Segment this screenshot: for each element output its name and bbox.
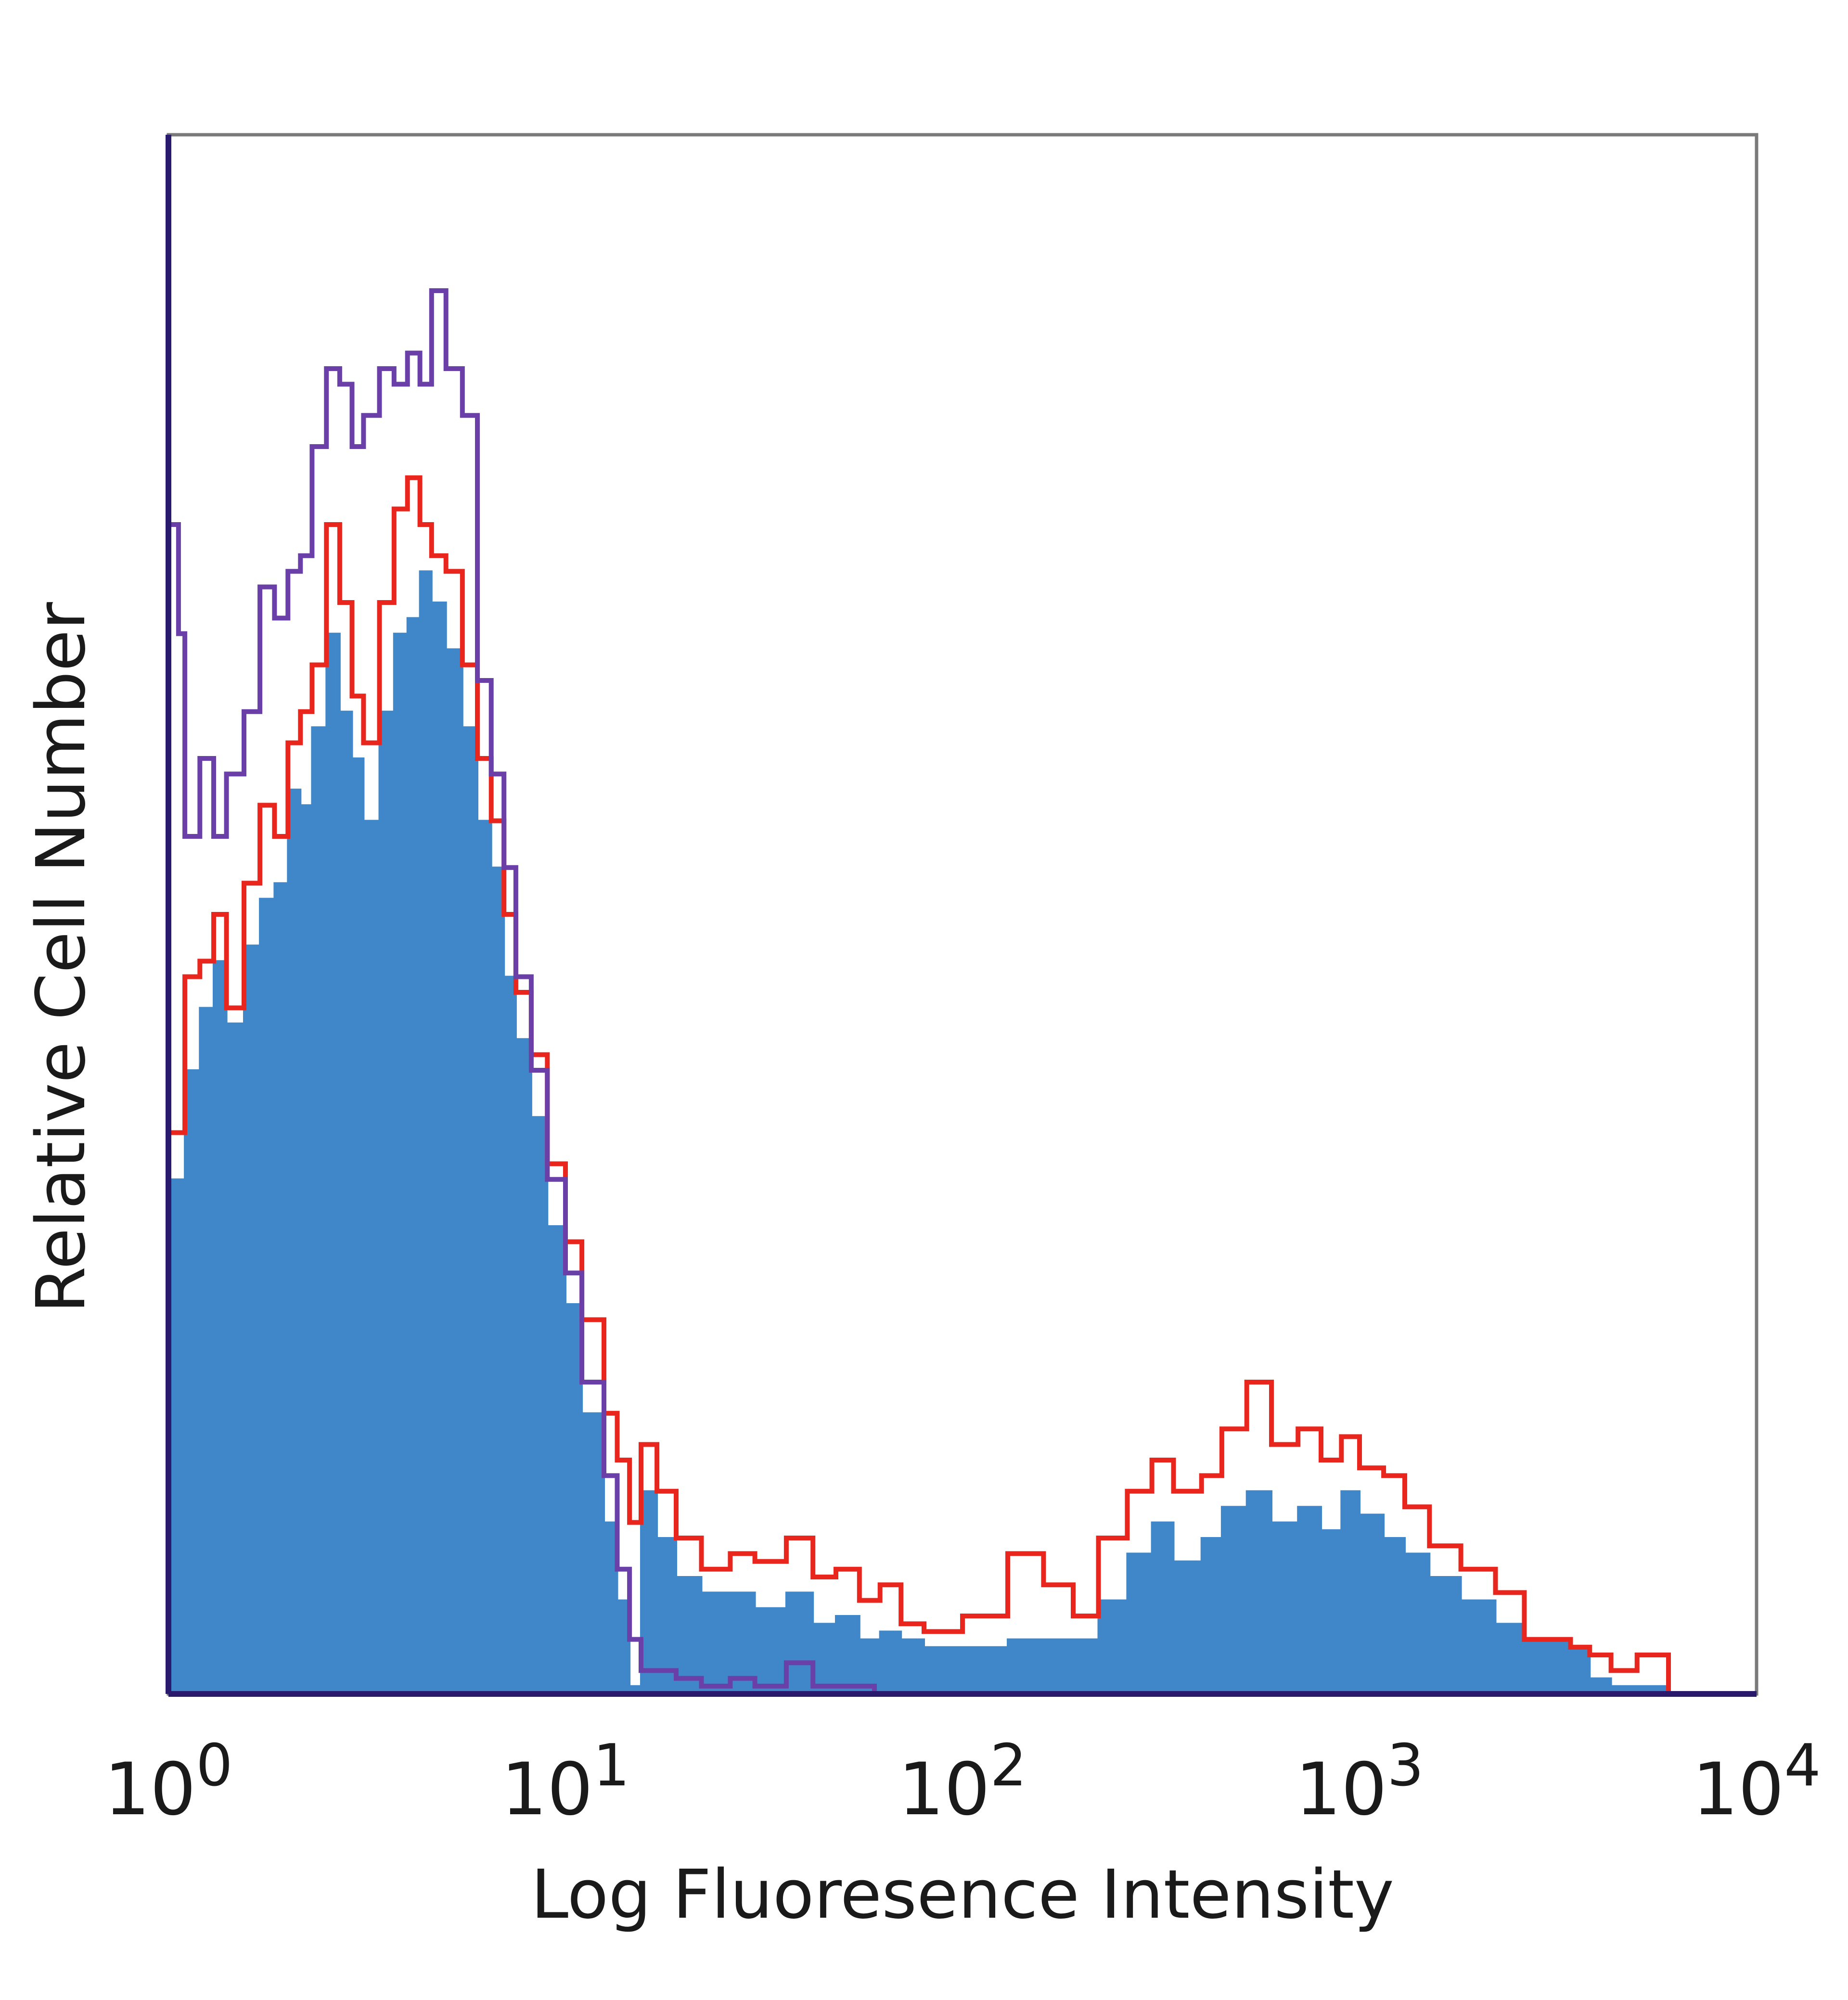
- histogram-series-outline-1: [168, 475, 1757, 1696]
- y-axis-title: Relative Cell Number: [22, 602, 101, 1313]
- x-tick-exponent-4: 4: [1784, 1732, 1821, 1799]
- x-tick-base-4: 10: [1692, 1748, 1784, 1832]
- series-layer: [167, 288, 1757, 1696]
- x-tick-label-4: 104: [1692, 1732, 1821, 1832]
- x-tick-label-1: 101: [501, 1732, 629, 1832]
- x-tick-label-0: 100: [104, 1732, 232, 1832]
- x-tick-exponent-0: 0: [196, 1732, 232, 1799]
- x-tick-labels: 100 101 102 103 104: [104, 1732, 1821, 1832]
- histogram-series-outline-2: [168, 288, 1757, 1696]
- x-tick-exponent-1: 1: [593, 1732, 629, 1799]
- x-tick-label-2: 102: [898, 1732, 1027, 1832]
- x-tick-label-3: 103: [1295, 1732, 1424, 1832]
- x-tick-base-2: 10: [898, 1748, 990, 1832]
- x-tick-base-3: 10: [1295, 1748, 1387, 1832]
- x-axis-title: Log Fluoresence Intensity: [531, 1856, 1394, 1934]
- x-tick-base-0: 10: [104, 1748, 196, 1832]
- x-tick-exponent-2: 2: [990, 1732, 1027, 1799]
- x-tick-base-1: 10: [501, 1748, 593, 1832]
- x-tick-exponent-3: 3: [1387, 1732, 1424, 1799]
- histogram-series-filled: [167, 570, 1757, 1695]
